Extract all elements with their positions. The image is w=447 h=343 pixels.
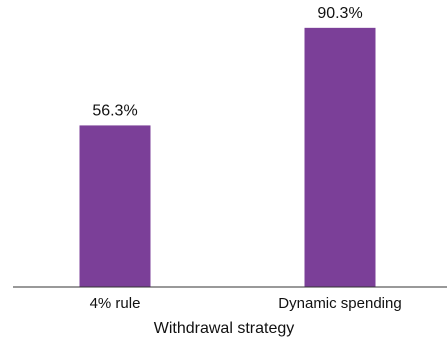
bar-2 xyxy=(304,27,376,288)
bar-1 xyxy=(79,125,151,287)
data-labels-group: 56.3% 90.3% xyxy=(92,5,362,120)
x-tick-label-1: 4% rule xyxy=(90,295,141,312)
x-axis-title: Withdrawal strategy xyxy=(154,320,295,337)
x-tick-label-2: Dynamic spending xyxy=(278,295,401,312)
bars-group xyxy=(79,27,376,288)
x-tick-labels-group: 4% rule Dynamic spending xyxy=(90,295,402,312)
data-label-1: 56.3% xyxy=(92,102,137,119)
data-label-2: 90.3% xyxy=(317,5,362,22)
